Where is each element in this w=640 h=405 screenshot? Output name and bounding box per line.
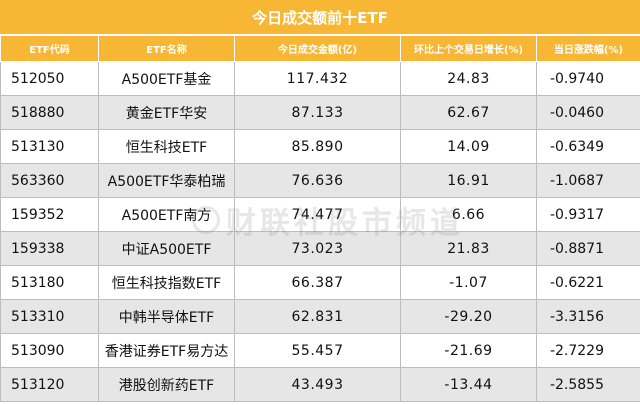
table-row: 513120 港股创新药ETF 43.493 -13.44 -2.5855 (0, 367, 640, 402)
growth-cell: 21.83 (400, 231, 537, 266)
table-row: 563360 A500ETF华泰柏瑞 76.636 16.91 -1.0687 (0, 163, 640, 198)
etf-name-cell: A500ETF基金 (98, 61, 235, 96)
etf-name-cell: 中证A500ETF (98, 231, 235, 266)
change-cell: -0.6221 (536, 265, 640, 300)
change-cell: -0.9740 (536, 61, 640, 96)
etf-name-cell: 港股创新药ETF (98, 367, 235, 402)
etf-code-cell: 513130 (0, 129, 99, 164)
growth-cell: 62.67 (400, 95, 537, 130)
etf-code-cell: 159352 (0, 197, 99, 232)
etf-code-cell: 518880 (0, 95, 99, 130)
turnover-cell: 62.831 (234, 299, 401, 334)
turnover-cell: 74.477 (234, 197, 401, 232)
etf-name-cell: 中韩半导体ETF (98, 299, 235, 334)
etf-code-cell: 512050 (0, 61, 99, 96)
etf-name-cell: 恒生科技指数ETF (98, 265, 235, 300)
growth-cell: 16.91 (400, 163, 537, 198)
etf-code-cell: 563360 (0, 163, 99, 198)
etf-turnover-table: ETF代码 ETF名称 今日成交金额(亿) 环比上个交易日增长(%) 当日涨跌幅… (0, 35, 640, 402)
header-growth: 环比上个交易日增长(%) (400, 35, 537, 62)
etf-code-cell: 513180 (0, 265, 99, 300)
change-cell: -0.9317 (536, 197, 640, 232)
etf-name-cell: 黄金ETF华安 (98, 95, 235, 130)
growth-cell: 24.83 (400, 61, 537, 96)
change-cell: -0.8871 (536, 231, 640, 266)
etf-name-cell: A500ETF华泰柏瑞 (98, 163, 235, 198)
growth-cell: 6.66 (400, 197, 537, 232)
etf-name-cell: A500ETF南方 (98, 197, 235, 232)
turnover-cell: 85.890 (234, 129, 401, 164)
header-daily-change: 当日涨跌幅(%) (536, 35, 640, 62)
etf-code-cell: 513310 (0, 299, 99, 334)
turnover-cell: 55.457 (234, 333, 401, 368)
table-row: 513090 香港证券ETF易方达 55.457 -21.69 -2.7229 (0, 333, 640, 368)
turnover-cell: 76.636 (234, 163, 401, 198)
etf-name-cell: 恒生科技ETF (98, 129, 235, 164)
change-cell: -0.0460 (536, 95, 640, 130)
etf-code-cell: 513090 (0, 333, 99, 368)
change-cell: -2.5855 (536, 367, 640, 402)
table-header-row: ETF代码 ETF名称 今日成交金额(亿) 环比上个交易日增长(%) 当日涨跌幅… (0, 35, 640, 62)
etf-name-cell: 香港证券ETF易方达 (98, 333, 235, 368)
turnover-cell: 117.432 (234, 61, 401, 96)
table-row: 159338 中证A500ETF 73.023 21.83 -0.8871 (0, 231, 640, 266)
turnover-cell: 66.387 (234, 265, 401, 300)
turnover-cell: 73.023 (234, 231, 401, 266)
growth-cell: -21.69 (400, 333, 537, 368)
growth-cell: -29.20 (400, 299, 537, 334)
table-row: 512050 A500ETF基金 117.432 24.83 -0.9740 (0, 61, 640, 96)
change-cell: -3.3156 (536, 299, 640, 334)
header-etf-code: ETF代码 (0, 35, 99, 62)
change-cell: -2.7229 (536, 333, 640, 368)
table-row: 513130 恒生科技ETF 85.890 14.09 -0.6349 (0, 129, 640, 164)
growth-cell: 14.09 (400, 129, 537, 164)
growth-cell: -1.07 (400, 265, 537, 300)
turnover-cell: 87.133 (234, 95, 401, 130)
table-row: 159352 A500ETF南方 74.477 6.66 -0.9317 (0, 197, 640, 232)
change-cell: -0.6349 (536, 129, 640, 164)
change-cell: -1.0687 (536, 163, 640, 198)
turnover-cell: 43.493 (234, 367, 401, 402)
etf-code-cell: 513120 (0, 367, 99, 402)
table-row: 513180 恒生科技指数ETF 66.387 -1.07 -0.6221 (0, 265, 640, 300)
etf-code-cell: 159338 (0, 231, 99, 266)
table-row: 518880 黄金ETF华安 87.133 62.67 -0.0460 (0, 95, 640, 130)
header-turnover: 今日成交金额(亿) (234, 35, 401, 62)
table-row: 513310 中韩半导体ETF 62.831 -29.20 -3.3156 (0, 299, 640, 334)
growth-cell: -13.44 (400, 367, 537, 402)
table-title: 今日成交额前十ETF (0, 0, 640, 35)
header-etf-name: ETF名称 (98, 35, 235, 62)
